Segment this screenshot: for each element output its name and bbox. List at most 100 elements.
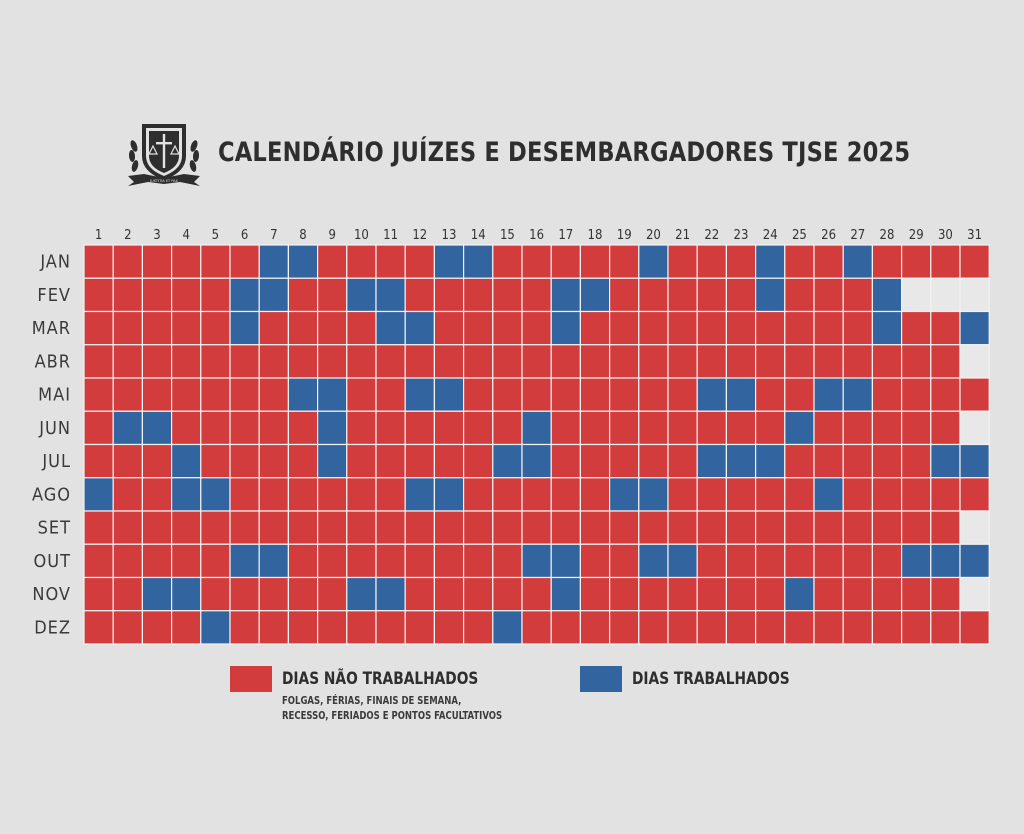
cell-worked — [112, 410, 143, 446]
cell-non-worked — [83, 610, 114, 645]
cell-non-worked — [229, 510, 260, 545]
cell-non-worked — [638, 377, 669, 412]
day-tick-label: 5 — [212, 228, 219, 243]
cell-empty — [900, 277, 932, 313]
cell-non-worked — [463, 310, 494, 346]
cell-non-worked — [375, 543, 406, 579]
cell-non-worked — [638, 510, 669, 545]
cell-worked — [579, 277, 611, 313]
cell-non-worked — [83, 576, 114, 612]
cell-non-worked — [317, 510, 348, 545]
day-tick-label: 21 — [675, 228, 690, 243]
day-tick-label: 27 — [850, 228, 865, 243]
cell-non-worked — [346, 510, 377, 545]
cell-non-worked — [521, 610, 552, 645]
cell-worked — [930, 543, 961, 579]
cell-worked — [317, 410, 348, 446]
month-label: NOV — [32, 584, 71, 605]
cell-non-worked — [83, 377, 114, 412]
cell-non-worked — [521, 377, 552, 412]
cell-worked — [900, 543, 932, 579]
cell-worked — [754, 244, 786, 279]
cell-non-worked — [317, 610, 348, 645]
cell-non-worked — [842, 443, 874, 479]
cell-non-worked — [608, 410, 640, 446]
cell-non-worked — [463, 543, 494, 579]
cell-worked — [317, 443, 348, 479]
cell-non-worked — [492, 377, 523, 412]
cell-non-worked — [492, 543, 523, 579]
cell-non-worked — [608, 576, 640, 612]
cell-non-worked — [842, 410, 874, 446]
cell-non-worked — [112, 377, 143, 412]
cell-non-worked — [813, 244, 844, 279]
cell-worked — [725, 443, 757, 479]
cell-worked — [930, 443, 961, 479]
cell-non-worked — [725, 477, 757, 512]
cell-non-worked — [258, 477, 290, 512]
cell-worked — [141, 576, 173, 612]
cell-non-worked — [404, 510, 436, 545]
cell-worked — [287, 377, 319, 412]
cell-non-worked — [258, 443, 290, 479]
cell-non-worked — [813, 543, 844, 579]
cell-non-worked — [171, 510, 202, 545]
cell-worked — [229, 277, 260, 313]
month-label: JAN — [39, 252, 71, 273]
header: JUSTITIA ET PAX CALENDÁRIO JUÍZES E DESE… — [124, 116, 962, 188]
cell-non-worked — [842, 344, 874, 379]
legend-worked: DIAS TRABALHADOS — [580, 666, 807, 692]
cell-non-worked — [784, 477, 815, 512]
cell-non-worked — [871, 244, 903, 279]
cell-worked — [258, 277, 290, 313]
cell-non-worked — [550, 244, 582, 279]
cell-worked — [463, 244, 494, 279]
cell-worked — [521, 543, 552, 579]
cell-worked — [171, 576, 202, 612]
cell-non-worked — [463, 344, 494, 379]
cell-worked — [317, 377, 348, 412]
cell-non-worked — [258, 610, 290, 645]
cell-non-worked — [112, 610, 143, 645]
cell-non-worked — [754, 543, 786, 579]
cell-non-worked — [433, 310, 465, 346]
cell-non-worked — [579, 543, 611, 579]
day-tick-label: 11 — [383, 228, 398, 243]
cell-non-worked — [579, 310, 611, 346]
cell-worked — [696, 443, 728, 479]
cell-non-worked — [696, 510, 728, 545]
cell-non-worked — [784, 244, 815, 279]
cell-non-worked — [871, 576, 903, 612]
cell-worked — [83, 477, 114, 512]
cell-non-worked — [871, 344, 903, 379]
cell-non-worked — [579, 443, 611, 479]
cell-worked — [433, 377, 465, 412]
cell-non-worked — [784, 344, 815, 379]
cell-non-worked — [433, 277, 465, 313]
cell-worked — [287, 244, 319, 279]
cell-non-worked — [900, 410, 932, 446]
cell-non-worked — [200, 244, 231, 279]
cell-non-worked — [930, 344, 961, 379]
cell-non-worked — [200, 510, 231, 545]
cell-non-worked — [375, 510, 406, 545]
cell-non-worked — [579, 610, 611, 645]
cell-non-worked — [813, 576, 844, 612]
cell-non-worked — [696, 277, 728, 313]
cell-non-worked — [842, 610, 874, 645]
cell-non-worked — [346, 377, 377, 412]
cell-non-worked — [667, 576, 698, 612]
cell-non-worked — [608, 443, 640, 479]
cell-non-worked — [229, 244, 260, 279]
cell-non-worked — [930, 410, 961, 446]
legend-swatch-worked — [580, 666, 622, 692]
cell-non-worked — [346, 543, 377, 579]
cell-non-worked — [871, 610, 903, 645]
cell-non-worked — [317, 543, 348, 579]
cell-non-worked — [317, 344, 348, 379]
cell-non-worked — [608, 610, 640, 645]
legend-label-non-worked: DIAS NÃO TRABALHADOS — [282, 669, 479, 689]
cell-non-worked — [287, 477, 319, 512]
cell-non-worked — [667, 443, 698, 479]
cell-non-worked — [287, 410, 319, 446]
